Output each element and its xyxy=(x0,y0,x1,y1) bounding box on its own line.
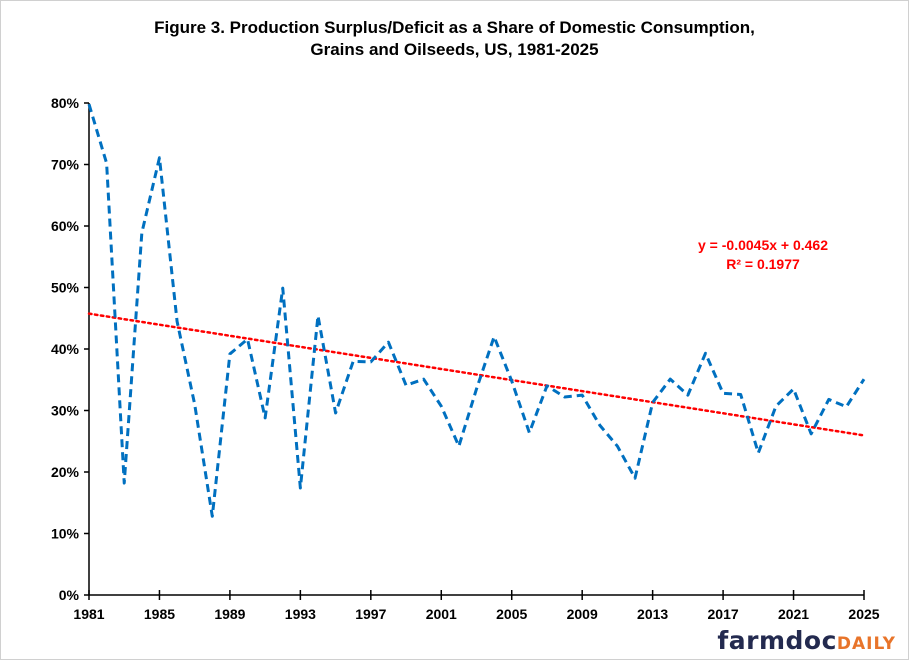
x-tick-label: 2017 xyxy=(708,606,739,622)
y-tick-label: 30% xyxy=(51,403,80,419)
x-tick-label: 1989 xyxy=(214,606,245,622)
x-tick-label: 1985 xyxy=(144,606,175,622)
logo-part2: DAILY xyxy=(836,634,896,654)
y-tick-label: 0% xyxy=(59,587,80,603)
logo-part1: farmdoc xyxy=(717,626,837,655)
y-tick-label: 40% xyxy=(51,341,80,357)
y-tick-label: 10% xyxy=(51,526,80,542)
farmdoc-daily-logo: farmdocDAILY xyxy=(717,626,896,655)
x-tick-label: 1993 xyxy=(285,606,316,622)
y-tick-label: 20% xyxy=(51,464,80,480)
x-tick-label: 2001 xyxy=(426,606,457,622)
chart-subtitle: Grains and Oilseeds, US, 1981-2025 xyxy=(310,40,599,59)
y-tick-label: 60% xyxy=(51,218,80,234)
y-tick-label: 80% xyxy=(51,95,80,111)
y-tick-label: 70% xyxy=(51,157,80,173)
x-tick-label: 2025 xyxy=(848,606,879,622)
x-tick-label: 1997 xyxy=(355,606,386,622)
trendline-equation: y = -0.0045x + 0.462 xyxy=(698,237,828,253)
y-tick-label: 50% xyxy=(51,280,80,296)
chart-title: Figure 3. Production Surplus/Deficit as … xyxy=(154,18,755,37)
x-tick-label: 2005 xyxy=(496,606,527,622)
x-tick-label: 2013 xyxy=(637,606,668,622)
x-tick-label: 2021 xyxy=(778,606,809,622)
x-tick-label: 1981 xyxy=(73,606,104,622)
series-line xyxy=(87,103,866,518)
x-tick-label: 2009 xyxy=(567,606,598,622)
trendline xyxy=(87,312,866,437)
trendline-r2: R² = 0.1977 xyxy=(726,256,800,272)
